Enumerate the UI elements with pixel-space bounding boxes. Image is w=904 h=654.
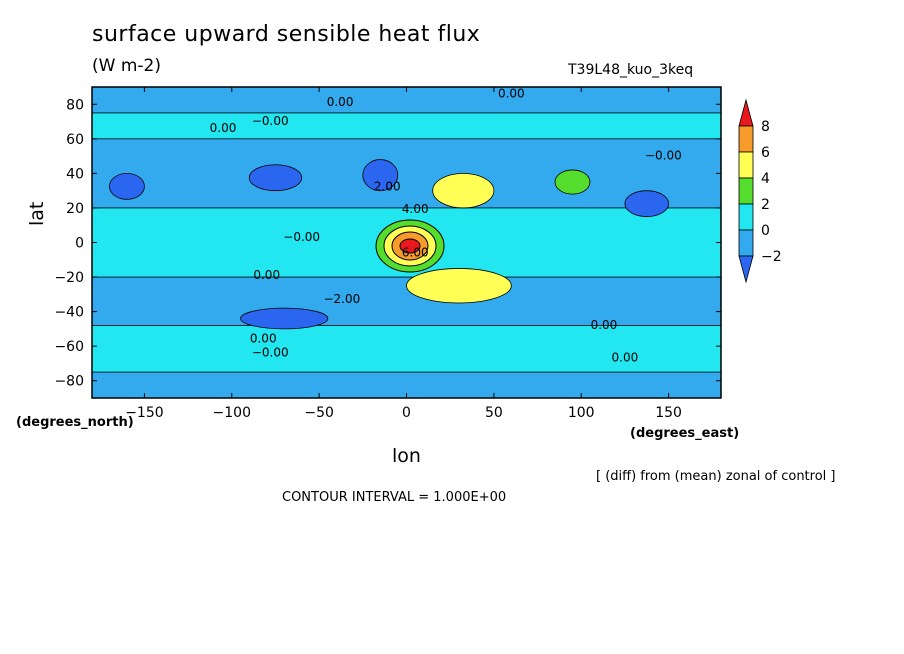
contour-interval-label: CONTOUR INTERVAL = 1.000E+00: [282, 490, 507, 505]
contour-label: 4.00: [402, 202, 429, 216]
region-green-east: [554, 169, 591, 195]
colorbar-label: 6: [761, 145, 770, 161]
colorbar-label: −2: [761, 249, 782, 265]
x-tick-label: 150: [655, 405, 682, 421]
region-cyan-band-north: [92, 112, 721, 140]
x-tick-label: −100: [213, 405, 251, 421]
x-tick-label: 50: [485, 405, 503, 421]
contour-label: 0.00: [210, 121, 237, 135]
colorbar-top-arrow: [738, 98, 754, 127]
colorbar-segment: [738, 177, 754, 205]
region-yellow-north: [432, 172, 495, 209]
region-yellow-south: [406, 268, 512, 304]
colorbar-label: 8: [761, 119, 770, 135]
region-cyan-band-south: [92, 325, 721, 373]
colorbar-segment: [738, 125, 754, 153]
region-blue-patch-SW: [240, 307, 329, 330]
contour-label: 2.00: [374, 180, 401, 194]
max-contour-3: [399, 238, 421, 254]
y-tick-label: −80: [54, 374, 84, 390]
contour-label: 0.00: [498, 86, 525, 100]
contour-label: −0.00: [645, 149, 682, 163]
contour-label: 0.00: [327, 95, 354, 109]
contour-label: 6.00: [402, 245, 429, 259]
x-tick-label: 0: [402, 405, 411, 421]
x-axis-label: lon: [392, 445, 421, 467]
contour-label: 0.00: [612, 351, 639, 365]
colorbar-label: 2: [761, 197, 770, 213]
y-tick-label: −20: [54, 270, 84, 286]
contour-label: −2.00: [323, 292, 360, 306]
y-tick-label: 40: [66, 166, 84, 182]
y-tick-label: 60: [66, 132, 84, 148]
colorbar-label: 0: [761, 223, 770, 239]
colorbar-label: 4: [761, 171, 770, 187]
colorbar-bottom-arrow: [738, 255, 754, 284]
x-axis-unit-label: (degrees_east): [630, 426, 740, 441]
region-blue-patch-N1: [248, 164, 303, 192]
y-tick-label: −40: [54, 305, 84, 321]
x-tick-label: 100: [568, 405, 595, 421]
region-blue-patch-N2: [362, 159, 399, 192]
chart-units: (W m-2): [92, 56, 161, 76]
colorbar-segment: [738, 229, 754, 257]
contour-label: 0.00: [591, 318, 618, 332]
region-blue-patch-NE: [624, 190, 669, 217]
region-blue-patch-NW: [109, 172, 145, 200]
contour-label: −0.00: [283, 230, 320, 244]
y-tick-label: 20: [66, 201, 84, 217]
chart-title: surface upward sensible heat flux: [92, 22, 481, 47]
run-id-label: T39L48_kuo_3keq: [568, 62, 694, 78]
contour-label: −0.00: [252, 346, 289, 360]
x-tick-label: −150: [125, 405, 163, 421]
y-tick-label: −60: [54, 339, 84, 355]
y-tick-label: 0: [75, 236, 84, 252]
y-axis-unit-label: (degrees_north): [16, 415, 134, 430]
colorbar-segment: [738, 203, 754, 231]
y-tick-label: 80: [66, 97, 84, 113]
contour-label: 0.00: [253, 268, 280, 282]
colorbar-segment: [738, 151, 754, 179]
contour-label: −0.00: [252, 114, 289, 128]
difference-note: [ (diff) from (mean) zonal of control ]: [596, 469, 836, 484]
x-tick-label: −50: [304, 405, 334, 421]
contour-label: 0.00: [250, 332, 277, 346]
